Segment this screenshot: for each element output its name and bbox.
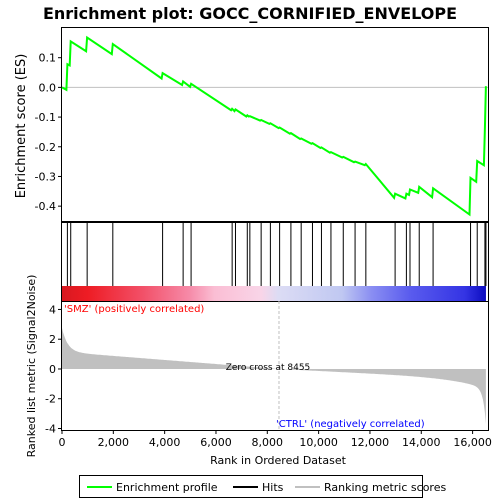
legend-hits-label: Hits [262,481,284,494]
rank-color-bar [62,286,486,301]
x-tick-label: 2,000 [98,436,130,449]
x-tick-label: 16,000 [453,436,492,449]
es-tick-label: -0.2 [35,141,56,154]
x-ticks: 0 2,000 4,000 6,000 8,000 10,000 12,000 14,000 1… [59,430,492,449]
metric-y-axis-label: Ranked list metric (Signal2Noise) [25,275,38,458]
metric-tick-label: 4 [49,303,56,316]
es-tick-label: -0.4 [35,200,56,213]
hit-markers [66,223,487,286]
x-tick-label: 10,000 [299,436,338,449]
es-y-ticks: -0.4 -0.3 -0.2 -0.1 0.0 0.1 [35,52,62,213]
legend: Enrichment profile Hits Ranking metric s… [79,475,446,498]
metric-tick-label: 0 [49,363,56,376]
metric-tick-label: -2 [45,393,56,406]
metric-tick-label: 2 [49,333,56,346]
legend-metric-label: Ranking metric scores [324,481,446,494]
es-tick-label: -0.3 [35,170,56,183]
x-tick-label: 12,000 [351,436,390,449]
chart-title: Enrichment plot: GOCC_CORNIFIED_ENVELOPE [43,4,457,23]
x-tick-label: 6,000 [200,436,232,449]
es-tick-label: 0.1 [39,52,57,65]
hits-panel [61,222,489,302]
metric-panel: -4 -2 0 2 4 0 2,000 4,000 6,000 8,000 10,000 12,00… [25,275,492,458]
x-axis-label: Rank in Ordered Dataset [210,454,347,467]
positive-correlation-label: 'SMZ' (positively correlated) [64,304,204,315]
x-tick-label: 8,000 [252,436,284,449]
metric-y-ticks: -4 -2 0 2 4 [45,303,62,436]
es-y-axis-label: Enrichment score (ES) [14,54,29,199]
metric-tick-label: -4 [45,423,56,436]
es-panel-frame [61,27,489,222]
es-panel: -0.4 -0.3 -0.2 -0.1 0.0 0.1 Enrichment score … [14,27,489,222]
es-tick-label: 0.0 [39,81,57,94]
x-tick-label: 4,000 [149,436,181,449]
legend-profile-label: Enrichment profile [116,481,218,494]
negative-correlation-label: 'CTRL' (negatively correlated) [276,419,425,430]
x-tick-label: 14,000 [402,436,441,449]
zero-cross-label: Zero cross at 8455 [226,363,311,373]
es-tick-label: -0.1 [35,111,56,124]
enrichment-profile-line [61,35,487,217]
x-tick-label: 0 [59,436,66,449]
